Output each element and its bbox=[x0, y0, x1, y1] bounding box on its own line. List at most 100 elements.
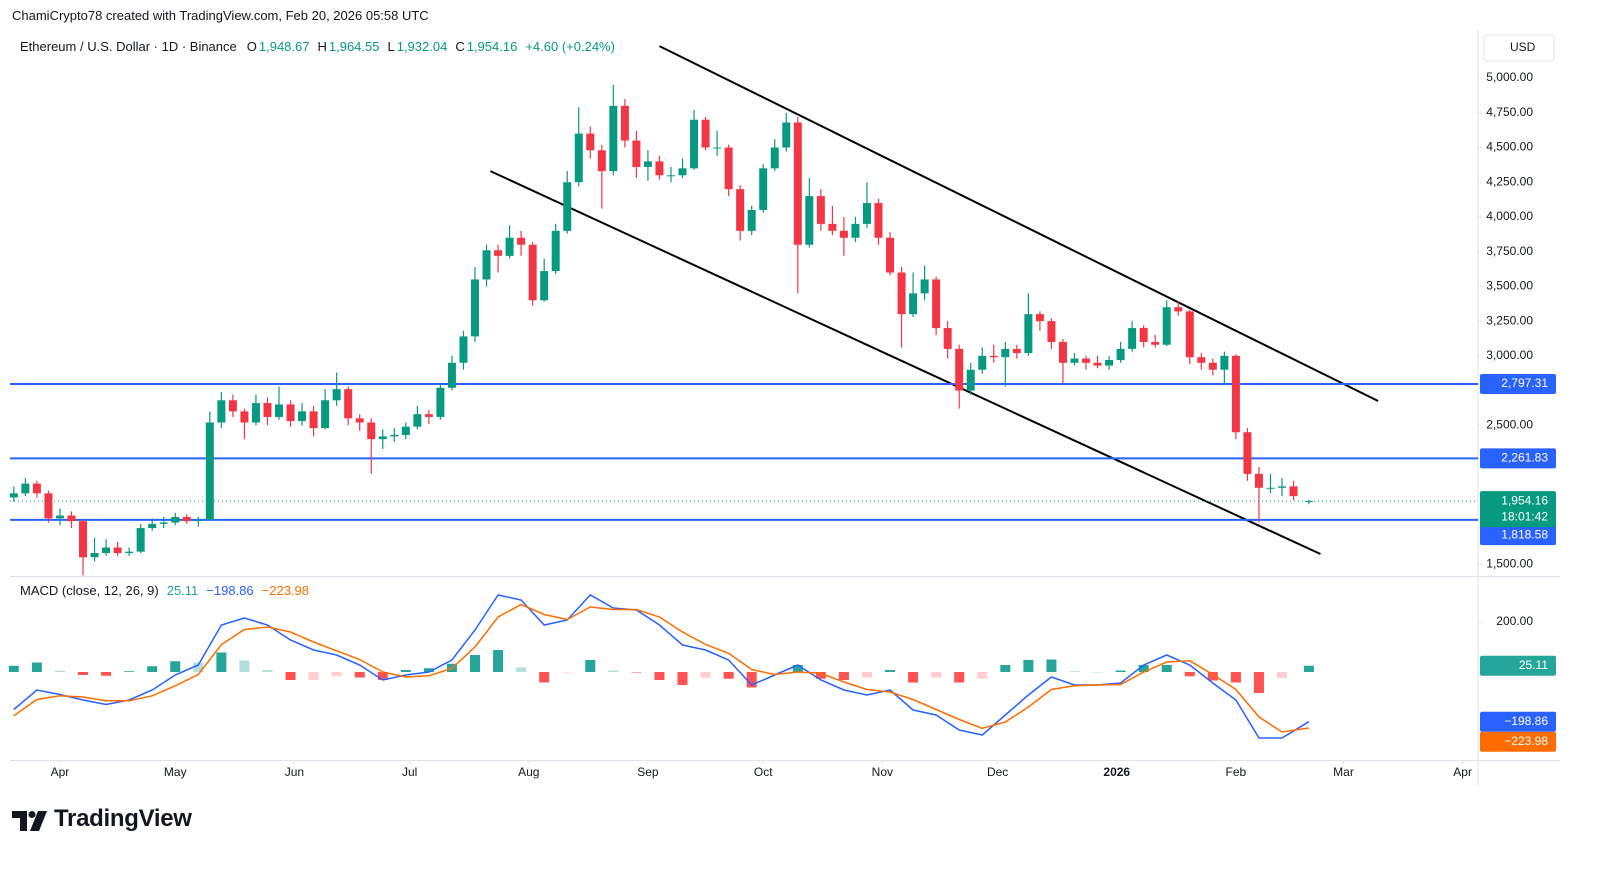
candle-body bbox=[447, 362, 456, 388]
histogram-bar bbox=[885, 670, 896, 672]
candle-body bbox=[690, 119, 699, 169]
histogram-bar bbox=[677, 672, 688, 685]
candle-body bbox=[298, 411, 307, 422]
candle-body bbox=[240, 411, 249, 423]
tv-logo bbox=[12, 811, 47, 831]
price-legend: Ethereum / U.S. Dollar · 1D · Binance O 1,… bbox=[20, 39, 617, 54]
candle-body bbox=[102, 547, 111, 554]
candle-body bbox=[886, 237, 895, 273]
candle-body bbox=[79, 521, 88, 558]
footer-brand: TradingView bbox=[54, 805, 192, 832]
histogram-bar bbox=[1303, 665, 1314, 672]
candle-body bbox=[378, 436, 387, 440]
last-value-label-box bbox=[1480, 711, 1556, 732]
candle-body bbox=[1151, 341, 1160, 345]
candle-body bbox=[1266, 487, 1275, 489]
x-tick-label: Feb bbox=[1226, 765, 1247, 779]
histogram-bar bbox=[908, 672, 919, 683]
ohlc-letter: O bbox=[246, 39, 257, 54]
histogram-bar bbox=[562, 672, 573, 673]
histogram-bar bbox=[861, 672, 872, 678]
histogram-bar bbox=[585, 660, 596, 672]
histogram-bar bbox=[1115, 670, 1126, 672]
candle-body bbox=[1185, 311, 1194, 358]
histogram-bar bbox=[1253, 672, 1264, 693]
histogram-bar bbox=[1069, 671, 1080, 672]
candle-body bbox=[655, 161, 664, 176]
candle-body bbox=[1082, 358, 1091, 363]
candle-body bbox=[217, 400, 226, 423]
y-tick-label: 3,250.00 bbox=[1486, 313, 1533, 327]
histogram-bar bbox=[723, 672, 734, 679]
x-tick-label: Nov bbox=[872, 765, 893, 779]
histogram-bar bbox=[954, 672, 965, 683]
candle-body bbox=[344, 389, 353, 419]
histogram-bar bbox=[354, 672, 365, 678]
histogram-bar bbox=[308, 672, 319, 680]
macd-legend: MACD (close, 12, 26, 9) 25.11 −198.86 −223.… bbox=[20, 583, 311, 598]
histogram-bar bbox=[400, 670, 411, 672]
legend-value: −223.98 bbox=[261, 583, 310, 598]
candle-body bbox=[805, 196, 814, 245]
candle-body bbox=[932, 279, 941, 329]
histogram-bar bbox=[1092, 672, 1103, 673]
histogram-bar bbox=[631, 672, 642, 673]
histogram-bar bbox=[170, 661, 181, 672]
candle-body bbox=[251, 403, 260, 423]
candle-body bbox=[897, 272, 906, 315]
histogram-bar bbox=[262, 670, 273, 672]
histogram-bar bbox=[78, 672, 89, 675]
candle-body bbox=[424, 414, 433, 417]
x-tick-label: Sep bbox=[637, 765, 659, 779]
histogram-bar bbox=[423, 668, 434, 672]
ohlc-letter: C bbox=[455, 39, 465, 54]
y-tick-label: 1,500.00 bbox=[1486, 556, 1533, 570]
x-tick-label: Aug bbox=[518, 765, 539, 779]
candle-body bbox=[816, 196, 825, 224]
candle-body bbox=[55, 515, 64, 519]
y-tick-label: 3,750.00 bbox=[1486, 244, 1533, 258]
candle-body bbox=[955, 348, 964, 391]
candle-body bbox=[782, 122, 791, 148]
current-price-box bbox=[1480, 491, 1556, 528]
trendline bbox=[659, 45, 1379, 402]
histogram-bar bbox=[193, 662, 204, 672]
ohlc-value: 1,932.04 bbox=[396, 39, 448, 54]
candle-body bbox=[1289, 486, 1298, 497]
candle-body bbox=[586, 133, 595, 151]
y-tick-label: 2,500.00 bbox=[1486, 417, 1533, 431]
candle-body bbox=[125, 551, 134, 554]
currency-button[interactable] bbox=[1483, 34, 1555, 62]
y-tick-label: 4,500.00 bbox=[1486, 140, 1533, 154]
candle-body bbox=[1012, 348, 1021, 354]
candle-body bbox=[9, 493, 18, 498]
candle-body bbox=[632, 140, 641, 167]
level-label-box bbox=[1480, 448, 1556, 469]
legend-value: 25.11 bbox=[166, 583, 199, 598]
histogram-bar bbox=[331, 672, 342, 677]
histogram-bar bbox=[608, 670, 619, 672]
candle-body bbox=[909, 293, 918, 315]
candle-body bbox=[736, 189, 745, 231]
candle-body bbox=[517, 237, 526, 245]
candle-body bbox=[839, 230, 848, 238]
candle-body bbox=[1058, 341, 1067, 363]
candle-body bbox=[494, 250, 503, 256]
candle-body bbox=[67, 515, 76, 522]
x-tick-label: Mar bbox=[1333, 765, 1354, 779]
histogram-bar bbox=[792, 665, 803, 672]
macd-title: MACD (close, 12, 26, 9) bbox=[20, 583, 159, 598]
candle-body bbox=[205, 422, 214, 520]
candle-body bbox=[401, 426, 410, 435]
logo-slash bbox=[30, 811, 47, 831]
candle-body bbox=[159, 522, 168, 524]
candle-body bbox=[1001, 348, 1010, 358]
x-tick-label: Apr bbox=[51, 765, 70, 779]
candle-body bbox=[470, 279, 479, 337]
histogram-bar bbox=[469, 655, 480, 672]
candle-body bbox=[1105, 360, 1114, 366]
candle-body bbox=[1243, 432, 1252, 474]
last-value-label: −198.86 bbox=[1504, 714, 1548, 728]
trendline bbox=[489, 170, 1321, 555]
